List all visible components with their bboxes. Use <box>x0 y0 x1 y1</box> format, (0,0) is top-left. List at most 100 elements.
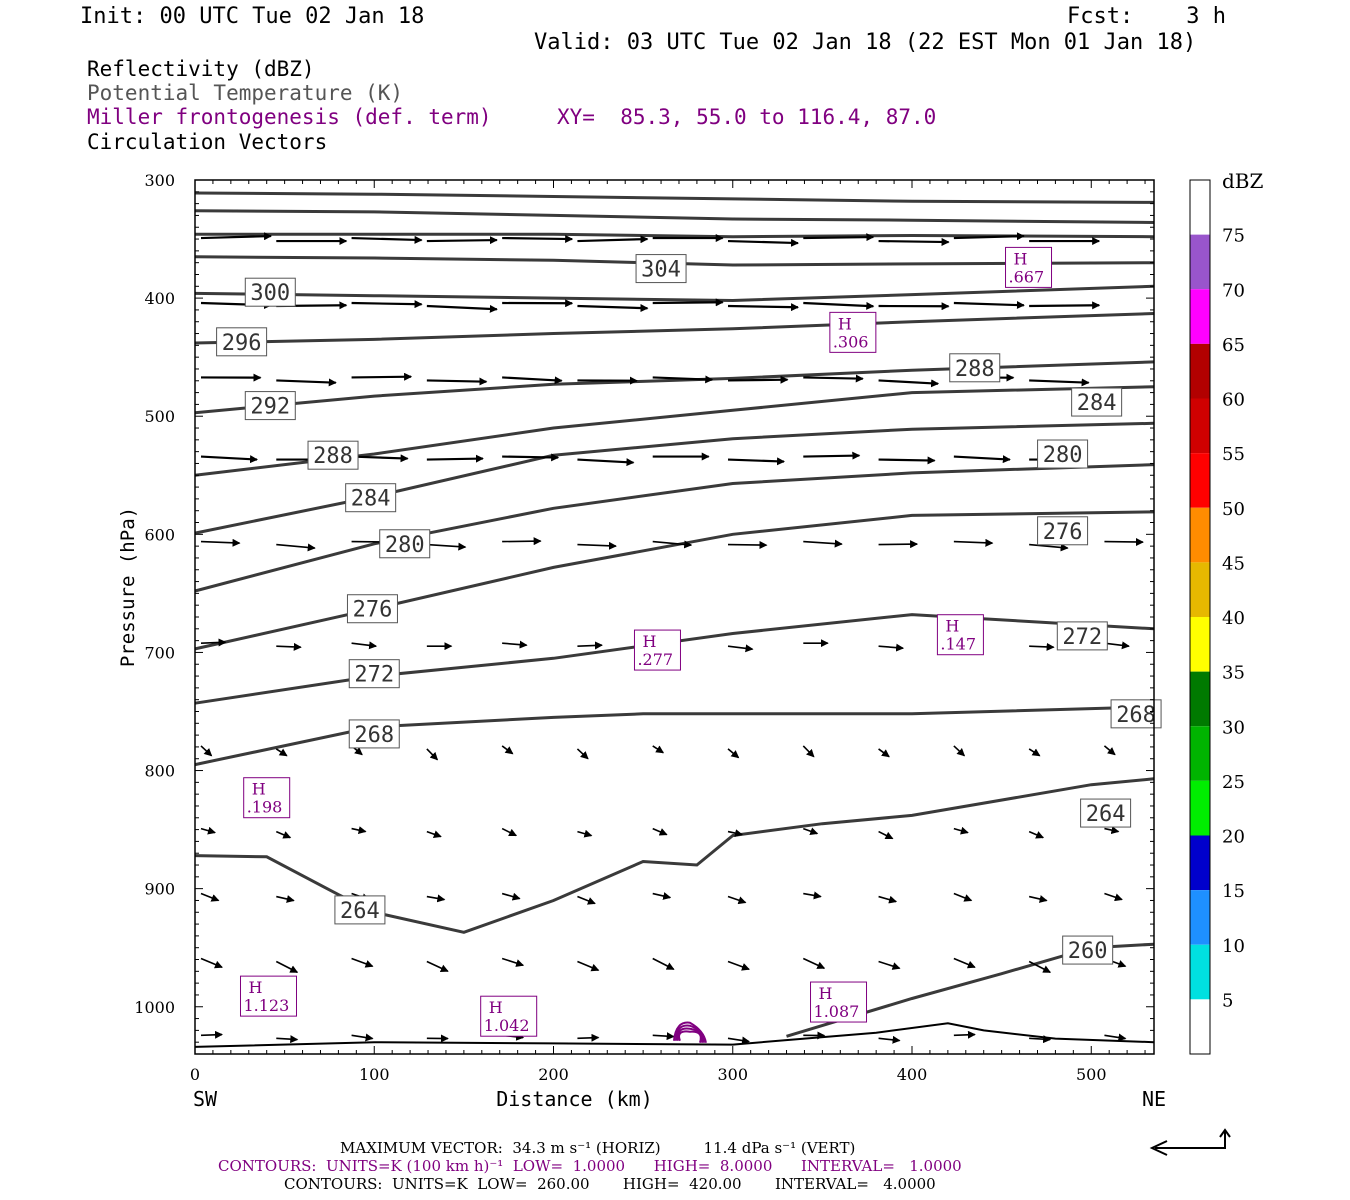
theta-label: 296 <box>222 331 262 356</box>
theta-label-box <box>216 327 268 357</box>
x-tick-label: 0 <box>190 1065 200 1084</box>
y-tick-label: 900 <box>144 880 175 899</box>
vector-arrow <box>953 232 1025 241</box>
vector-arrow <box>652 1032 675 1041</box>
theta-label: 264 <box>1086 802 1126 827</box>
init-time: Init: 00 UTC Tue 02 Jan 18 <box>80 4 425 29</box>
vector-arrow <box>878 540 919 549</box>
x-tick-label: 400 <box>897 1065 928 1084</box>
theta-label: 268 <box>1116 703 1156 728</box>
vector-arrow <box>1028 830 1045 839</box>
frontogenesis-max-value: 1.042 <box>484 1016 530 1035</box>
vector-arrow <box>1029 642 1055 651</box>
theta-label-box <box>635 254 687 284</box>
vector-arrow <box>1028 895 1048 903</box>
vector-arrow <box>276 1035 299 1044</box>
vector-arrow <box>1104 1033 1127 1042</box>
theta-label: 268 <box>354 723 394 748</box>
colorbar-segment <box>1190 180 1210 235</box>
theta-label-box <box>307 440 359 470</box>
x-tick-label: 100 <box>359 1065 390 1084</box>
reference-arrow-up-head <box>1219 1128 1231 1138</box>
vector-arrow <box>426 304 498 313</box>
theta-line <box>194 360 1155 415</box>
colorbar-segment <box>1190 890 1210 945</box>
colorbar-segment <box>1190 453 1210 508</box>
vector-arrow <box>426 236 498 245</box>
vector-arrow <box>502 234 574 243</box>
vector-arrow <box>803 233 875 242</box>
vector-arrow <box>953 957 976 969</box>
colorbar-unit: dBZ <box>1222 169 1264 193</box>
vector-arrow <box>577 641 603 650</box>
vector-arrow <box>200 957 223 969</box>
colorbar-label: 25 <box>1222 772 1245 793</box>
axes: 300 400 500 600 700 800 900 1000 0 100 200 300 400 50… <box>117 171 1166 1111</box>
vector-arrow <box>426 894 446 903</box>
vector-arrow <box>953 538 994 547</box>
vector-arrow <box>652 540 693 549</box>
frontogenesis-max-box <box>239 975 297 1017</box>
colorbar: dBZ 75 70 65 60 55 50 45 40 35 30 25 20 15 10 5 <box>1189 169 1264 1055</box>
colorbar-frame <box>1189 179 1211 1055</box>
frontogenesis-max-box <box>633 629 681 671</box>
vector-arrow <box>803 827 819 836</box>
colorbar-label: 5 <box>1222 990 1233 1011</box>
vector-arrow <box>200 638 227 647</box>
vector-arrow <box>878 895 898 904</box>
frontogenesis-max-value: .306 <box>833 332 869 351</box>
theta-line <box>194 777 1155 934</box>
vector-arrow <box>577 541 617 550</box>
colorbar-segment <box>1190 398 1210 454</box>
vector-arrow <box>878 960 901 970</box>
vector-arrow <box>351 1033 374 1042</box>
colorbar-segment <box>1190 343 1210 399</box>
vector-arrow <box>502 376 563 385</box>
vector-arrow <box>652 375 714 384</box>
x-tick-label: 300 <box>717 1065 748 1084</box>
reference-arrow-shaft <box>1155 1132 1226 1149</box>
theta-label: 272 <box>354 663 394 688</box>
colorbar-label: 40 <box>1222 608 1245 629</box>
vector-arrow <box>351 641 378 650</box>
frontogenesis-max-label: H <box>642 632 656 651</box>
vector-arrow <box>577 235 649 244</box>
vector-arrow <box>803 891 822 900</box>
vector-arrow <box>1029 378 1090 387</box>
reference-arrow-head <box>1149 1140 1168 1156</box>
frontogenesis-max-label: H <box>1014 249 1028 268</box>
theta-contour-info: CONTOURS: UNITS=K LOW= 260.00 HIGH= 420.… <box>284 1175 936 1193</box>
vector-arrow <box>200 1030 223 1039</box>
vector-arrow <box>802 745 815 758</box>
vector-arrow <box>727 644 754 653</box>
frontogenesis-max-value: 1.087 <box>814 1002 860 1021</box>
vector-arrow <box>1029 1035 1052 1044</box>
vector-arrow <box>878 1035 901 1044</box>
colorbar-segment <box>1190 999 1210 1054</box>
legend-vectors: Circulation Vectors <box>87 130 328 154</box>
vector-arrow <box>652 892 672 900</box>
theta-label-box <box>1062 935 1114 965</box>
colorbar-label: 30 <box>1222 717 1245 738</box>
theta-label-box <box>1037 516 1089 546</box>
theta-label: 292 <box>250 395 290 420</box>
vector-arrow <box>727 303 800 312</box>
theta-label: 276 <box>1043 520 1083 545</box>
frontogenesis-max-box <box>480 995 538 1037</box>
vector-arrow <box>727 238 800 247</box>
vector-arrow <box>652 827 668 836</box>
colorbar-segment <box>1190 562 1210 617</box>
theta-label-box <box>334 895 386 925</box>
theta-label-box <box>1056 621 1108 651</box>
frontogenesis-max-box <box>936 614 984 656</box>
vector-arrow <box>577 829 593 838</box>
vector-arrow <box>727 457 786 466</box>
y-tick-label: 500 <box>144 407 175 426</box>
frontogenesis-max-label: H <box>838 314 852 333</box>
theta-line <box>194 705 1155 767</box>
vector-arrow <box>878 456 936 465</box>
vector-arrow <box>276 895 295 903</box>
theta-label: 284 <box>1077 391 1117 416</box>
vector-arrow <box>1104 538 1144 547</box>
vector-arrow <box>200 826 216 835</box>
